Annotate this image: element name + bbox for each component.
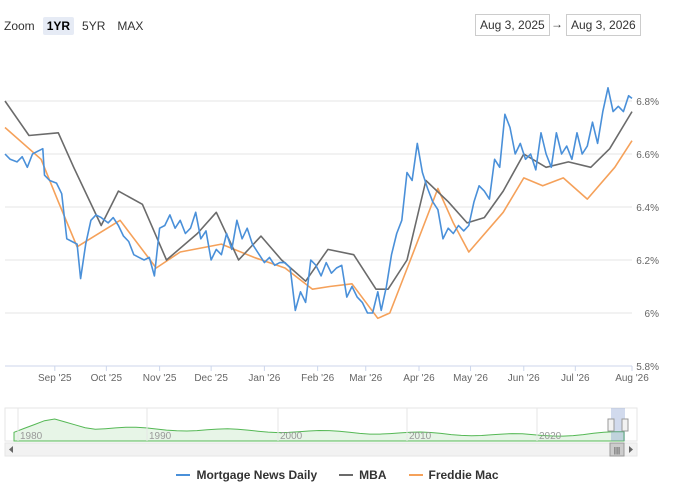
- legend: Mortgage News Daily MBA Freddie Mac: [0, 468, 675, 482]
- legend-item-mortgage-news-daily[interactable]: Mortgage News Daily: [176, 468, 317, 482]
- navigator-year-label: 2010: [409, 431, 432, 442]
- x-tick-label: Aug '26: [615, 373, 649, 384]
- series-line-mortgage-news-daily: [4, 87, 633, 314]
- x-tick-label: Feb '26: [301, 373, 334, 384]
- y-tick-label: 6%: [645, 309, 660, 320]
- navigator-year-label: 2020: [539, 431, 562, 442]
- x-tick-label: Apr '26: [403, 373, 435, 384]
- range-to-input[interactable]: Aug 3, 2026: [566, 14, 641, 36]
- navigator[interactable]: 1980 1990 2000 2010 2020 |||: [4, 407, 638, 457]
- range-from-input[interactable]: Aug 3, 2025: [475, 14, 550, 36]
- zoom-selector: Zoom 1YR 5YR MAX: [4, 16, 151, 36]
- x-tick-label: Sep '25: [38, 373, 72, 384]
- x-tick-label: Mar '26: [349, 373, 382, 384]
- y-tick-label: 6.8%: [636, 97, 659, 108]
- legend-swatch: [176, 474, 191, 476]
- y-tick-label: 6.6%: [636, 150, 659, 161]
- navigator-selection[interactable]: [611, 408, 625, 441]
- zoom-max-button[interactable]: MAX: [117, 19, 144, 33]
- x-tick-label: Oct '25: [91, 373, 123, 384]
- x-tick-label: Nov '25: [143, 373, 177, 384]
- legend-item-mba[interactable]: MBA: [339, 468, 387, 482]
- legend-label: Mortgage News Daily: [196, 468, 318, 482]
- navigator-year-label: 1990: [149, 431, 172, 442]
- navigator-history-line: [13, 418, 625, 442]
- navigator-frame: [4, 407, 638, 442]
- scroll-right-arrow-icon[interactable]: [629, 446, 633, 453]
- legend-label: Freddie Mac: [428, 468, 499, 482]
- x-tick-label: Jan '26: [248, 373, 280, 384]
- scrollbar-grip-icon: |||: [614, 446, 620, 455]
- y-tick-label: 5.8%: [636, 362, 659, 373]
- scroll-left-arrow-icon[interactable]: [9, 446, 13, 453]
- navigator-year-label: 1980: [20, 431, 43, 442]
- x-tick-label: May '26: [453, 373, 488, 384]
- y-tick-label: 6.2%: [636, 256, 659, 267]
- navigator-scrollbar-track[interactable]: [4, 442, 638, 457]
- y-tick-label: 6.4%: [636, 203, 659, 214]
- zoom-label: Zoom: [4, 19, 35, 33]
- x-tick-label: Jun '26: [508, 373, 540, 384]
- legend-swatch: [408, 474, 423, 476]
- navigator-scrollbar-thumb[interactable]: [609, 442, 625, 457]
- legend-swatch: [339, 474, 354, 476]
- legend-item-freddie-mac[interactable]: Freddie Mac: [408, 468, 499, 482]
- range-arrow: →: [551, 17, 563, 31]
- series-line-freddie-mac: [4, 126, 633, 320]
- zoom-5yr-button[interactable]: 5YR: [82, 19, 106, 33]
- x-tick-label: Jul '26: [561, 373, 590, 384]
- zoom-1yr-button[interactable]: 1YR: [42, 17, 75, 35]
- navigator-handle-right[interactable]: [621, 418, 629, 432]
- x-tick-label: Dec '25: [194, 373, 228, 384]
- navigator-year-label: 2000: [280, 431, 303, 442]
- series-line-mba: [4, 100, 633, 290]
- legend-label: MBA: [359, 468, 387, 482]
- navigator-handle-left[interactable]: [607, 418, 615, 432]
